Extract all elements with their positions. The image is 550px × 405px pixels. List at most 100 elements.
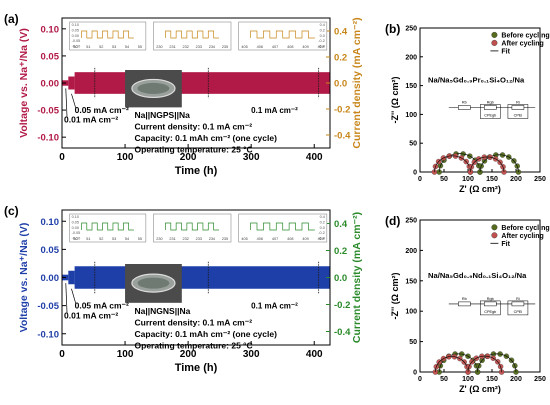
- inset-x-label: 406: [257, 45, 263, 49]
- inset-y-label: -0.05: [72, 39, 81, 43]
- inset-x-label: 53: [112, 237, 116, 241]
- circuit-label: CPEi: [514, 310, 523, 314]
- inset-x-label: 235: [222, 237, 228, 241]
- cell-photo-center: [137, 277, 170, 289]
- x-tick-label: 200: [180, 349, 197, 360]
- inset-x-label: 55: [138, 237, 142, 241]
- cell-info-3: Operating temperature: 25 °C: [135, 341, 253, 351]
- inset-x-label: 234: [209, 237, 215, 241]
- nyquist-panel: (b) 0 50 100 150 200 250 0 50 100 150 200 250 Z' (Ω c…: [385, 22, 550, 194]
- legend-label-2: Fit: [501, 241, 510, 248]
- annotation-0: 0.05 mA cm⁻²: [75, 300, 129, 310]
- circuit-label: CPEgb: [484, 310, 496, 314]
- inset-x-label: 50: [73, 237, 77, 241]
- inset-x-label: 409: [302, 237, 308, 241]
- circuit-label: Rgb: [487, 100, 494, 104]
- x-axis-label: Z' (Ω cm²): [459, 184, 501, 194]
- inset-y-label-right: -0.4: [318, 45, 325, 49]
- sample-label: Na/Na₅Gd₀.₉Pr₀.₁Si₄O₁₂/Na: [428, 76, 525, 85]
- circuit-label: CPEgb: [484, 113, 496, 117]
- x-tick-label: 0: [418, 376, 422, 383]
- fit-line-1-0: [435, 356, 469, 373]
- y-tick-label-right: -0.4: [334, 327, 351, 338]
- inset-x-label: 231: [169, 237, 175, 241]
- fit-line-1-1: [467, 355, 502, 373]
- resistor-0: [458, 301, 471, 307]
- y-tick-label-left: 0.05: [41, 51, 60, 62]
- inset-x-label: 51: [86, 237, 90, 241]
- fit-line-1-1: [470, 156, 505, 173]
- plot-frame: [419, 219, 541, 373]
- inset-x-label: 409: [302, 45, 308, 49]
- y-tick-label: 100: [405, 309, 417, 316]
- y-tick-label-right: 0.2: [334, 246, 347, 257]
- inset-y-label: 0.10: [72, 23, 79, 27]
- inset-x-label: 50: [73, 45, 77, 49]
- annotation-arrow: [65, 283, 68, 314]
- inset-y-label: -0.05: [72, 231, 81, 235]
- y-tick-label: 0: [413, 370, 417, 377]
- annotation-0: 0.05 mA cm⁻²: [75, 105, 129, 115]
- voltage-segment-1: [68, 76, 75, 90]
- y-tick-label: 50: [409, 339, 417, 346]
- y-axis-label-left: Voltage vs. Na⁺/Na (V): [18, 223, 30, 333]
- annotation-1: 0.01 mA cm⁻²: [64, 115, 118, 125]
- x-tick-label: 200: [180, 152, 197, 163]
- legend-label-2: Fit: [501, 49, 510, 56]
- cell-photo: [125, 70, 182, 108]
- inset-y-label: 0.05: [72, 220, 79, 224]
- equivalent-circuit: Rb Rgb Ri CPEgb CPEi: [448, 297, 536, 316]
- x-tick-label: 150: [486, 376, 498, 383]
- y-axis-label: -Z'' (Ω cm²): [390, 77, 400, 124]
- y-tick-label-left: 0.00: [41, 273, 60, 284]
- inset-1: 230 231 232 233 234 235: [153, 213, 232, 243]
- inset-x-label: 234: [209, 45, 215, 49]
- y-tick-label-left: 0.10: [41, 24, 60, 35]
- x-tick-label: 50: [440, 176, 448, 183]
- nyquist-panel: (d) 0 50 100 150 200 250 0 50 100 150 200 250 Z' (Ω c…: [385, 214, 550, 394]
- inset-x-label: 230: [156, 237, 162, 241]
- cell-info-3: Operating temperature: 25 °C: [135, 145, 253, 155]
- annotation-arrow: [65, 88, 68, 118]
- y-tick-label-right: 0.4: [334, 219, 348, 230]
- legend-label-0: Before cycling: [501, 33, 549, 40]
- inset-2: 0.40.2 0.0-0.2 -0.4 405 406 407 408 409 410: [238, 21, 328, 51]
- inset-1: 230 231 232 233 234 235: [153, 21, 232, 51]
- inset-x-label: 232: [182, 237, 188, 241]
- annotation-2: 0.1 mA cm⁻²: [251, 301, 298, 310]
- inset-wave: [81, 222, 134, 231]
- plot-frame: [419, 27, 541, 173]
- inset-x-label: 230: [156, 45, 162, 49]
- annotation-1: 0.01 mA cm⁻²: [64, 311, 118, 321]
- circuit-label: Ri: [516, 297, 520, 301]
- resistor-1: [484, 105, 497, 110]
- cpe-loop-1: [507, 300, 529, 316]
- cell-info-0: Na||NGNS||Na: [135, 306, 191, 316]
- inset-x-label: 232: [182, 45, 188, 49]
- inset-y-label: 0.05: [72, 28, 79, 32]
- inset-x-label: 52: [99, 237, 103, 241]
- inset-y-label-right: 0.4: [320, 215, 325, 219]
- inset-wave: [250, 30, 315, 39]
- legend-marker-0: [491, 31, 498, 38]
- y-tick-label-right: -0.4: [334, 131, 351, 142]
- y-axis-label-right: Current density (mA cm⁻²): [351, 17, 363, 148]
- inset-x-label: 405: [241, 45, 247, 49]
- y-tick-label-left: 0.10: [41, 217, 60, 228]
- inset-x-label: 53: [112, 45, 116, 49]
- inset-wave: [250, 222, 315, 231]
- x-tick-label: 100: [117, 152, 134, 163]
- y-tick-label-left: -0.05: [37, 301, 59, 312]
- y-tick-label-left: -0.05: [37, 106, 59, 117]
- fit-line-0-0: [438, 353, 478, 373]
- panel-label: (a): [4, 12, 19, 26]
- inset-x-label: 407: [272, 45, 278, 49]
- y-tick-label-right: 0.4: [334, 27, 348, 38]
- y-tick-label: 50: [409, 141, 417, 148]
- x-tick-label: 400: [306, 152, 323, 163]
- legend-label-1: After cycling: [501, 233, 543, 240]
